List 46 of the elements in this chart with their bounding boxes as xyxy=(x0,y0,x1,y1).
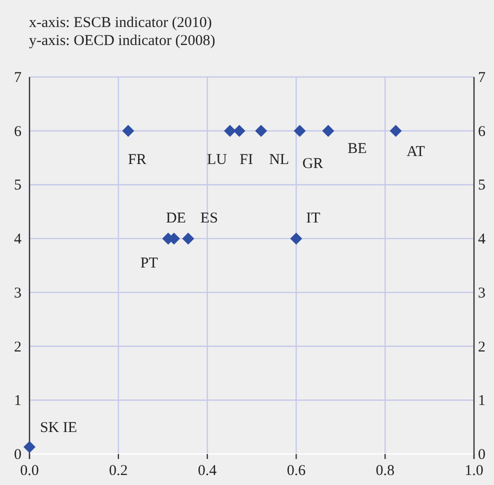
annotation: NL xyxy=(269,152,290,168)
annotation: SK IE xyxy=(40,420,78,436)
y2-tick-label: 6 xyxy=(478,124,486,140)
point xyxy=(182,232,194,245)
y-tick-label: 7 xyxy=(14,70,22,86)
annotation: LU xyxy=(206,152,228,168)
y-tick-label: 4 xyxy=(14,232,22,248)
x-tick-label: 0.0 xyxy=(20,463,39,479)
point xyxy=(294,124,306,137)
annotation: IT xyxy=(306,210,320,227)
point xyxy=(24,441,36,453)
point xyxy=(390,124,402,137)
x-tick-label: 0.4 xyxy=(198,463,218,479)
y-tick-label: 1 xyxy=(14,393,22,410)
y2-tick-label: 1 xyxy=(478,393,486,410)
y2-tick-label: 0 xyxy=(478,447,486,463)
y2-tick-label: 4 xyxy=(478,232,486,248)
y2-tick-label: 7 xyxy=(478,70,486,86)
point xyxy=(322,124,334,137)
point xyxy=(233,124,246,137)
annotation: FI xyxy=(240,152,253,168)
x-tick-label: 0.8 xyxy=(376,463,394,479)
annotation: GR xyxy=(302,156,324,172)
annotation: AT xyxy=(406,144,425,160)
annotation: FR xyxy=(128,152,146,168)
y-tick-label: 6 xyxy=(14,124,22,140)
y-tick-label: 0 xyxy=(14,447,22,463)
y2-tick-label: 5 xyxy=(478,178,486,194)
annotation: ES xyxy=(200,210,218,227)
y-tick-label: 2 xyxy=(14,339,22,356)
point xyxy=(290,232,302,245)
annotation: BE xyxy=(348,140,367,157)
annotation: DE xyxy=(166,210,186,227)
chart-title: x-axis: ESCB indicator (2010) xyxy=(29,15,212,31)
point xyxy=(255,124,268,137)
y-tick-label: 5 xyxy=(14,178,22,194)
point xyxy=(122,124,134,137)
y2-tick-label: 2 xyxy=(478,339,486,356)
y-tick-label: 3 xyxy=(14,285,22,302)
x-tick-label: 0.2 xyxy=(109,463,128,479)
annotation: PT xyxy=(140,256,158,272)
chart-subtitle: y-axis: OECD indicator (2008) xyxy=(29,33,216,49)
point xyxy=(224,124,236,137)
x-tick-label: 0.6 xyxy=(286,463,306,479)
x-tick-label: 1.0 xyxy=(464,463,484,479)
y2-tick-label: 3 xyxy=(478,285,486,302)
